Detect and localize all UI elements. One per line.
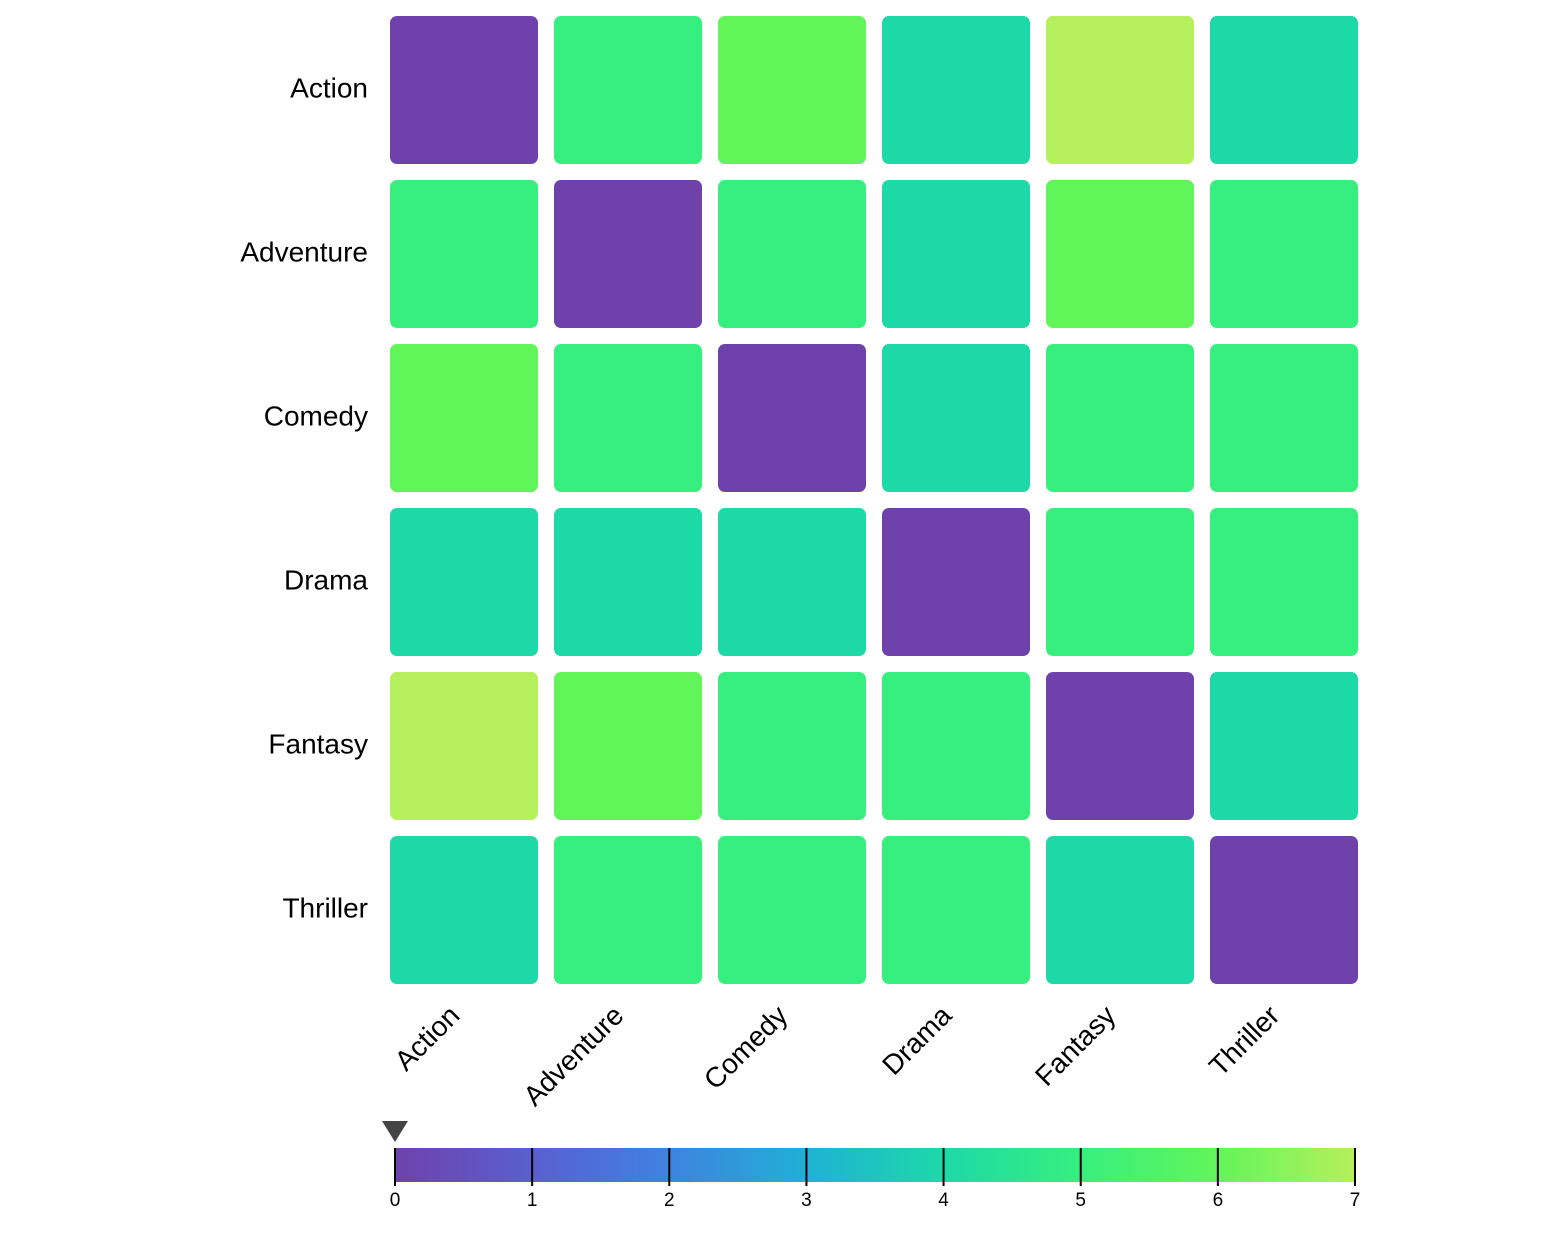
column-labels: Action Adventure Comedy Drama Fantasy Thrille… [389, 999, 1286, 1111]
row-label-comedy: Comedy [264, 400, 368, 431]
heatmap-cell-thriller-adventure [554, 836, 702, 984]
heatmap-cell-action-adventure [554, 16, 702, 164]
heatmap-cells [390, 16, 1358, 984]
heatmap-cell-action-drama [882, 16, 1030, 164]
heatmap-cell-fantasy-comedy [718, 672, 866, 820]
colorbar-tick-label-0: 0 [390, 1190, 401, 1211]
row-label-fantasy: Fantasy [268, 728, 368, 759]
heatmap-cell-drama-adventure [554, 508, 702, 656]
row-label-action: Action [290, 72, 368, 103]
colorbar-tick-label-3: 3 [801, 1190, 812, 1211]
colorbar-tick-label-4: 4 [938, 1190, 949, 1211]
heatmap-cell-thriller-drama [882, 836, 1030, 984]
heatmap-cell-drama-action [390, 508, 538, 656]
heatmap-cell-fantasy-fantasy [1046, 672, 1194, 820]
row-label-thriller: Thriller [282, 892, 368, 923]
heatmap-cell-action-thriller [1210, 16, 1358, 164]
column-label-thriller: Thriller [1203, 1000, 1285, 1082]
column-label-adventure: Adventure [517, 1000, 629, 1112]
heatmap-cell-comedy-comedy [718, 344, 866, 492]
heatmap-cell-comedy-thriller [1210, 344, 1358, 492]
heatmap-cell-drama-drama [882, 508, 1030, 656]
heatmap-cell-action-comedy [718, 16, 866, 164]
heatmap-cell-fantasy-action [390, 672, 538, 820]
heatmap-cell-thriller-action [390, 836, 538, 984]
heatmap-cell-adventure-drama [882, 180, 1030, 328]
heatmap-cell-adventure-adventure [554, 180, 702, 328]
heatmap-cell-comedy-action [390, 344, 538, 492]
heatmap-cell-thriller-thriller [1210, 836, 1358, 984]
colorbar-gradient [395, 1148, 1355, 1182]
row-labels: Action Adventure Comedy Drama Fantasy Thrille… [240, 72, 368, 923]
heatmap-cell-thriller-fantasy [1046, 836, 1194, 984]
colorbar: 0 1 2 3 4 5 6 7 [382, 1121, 1360, 1211]
colorbar-tick-label-5: 5 [1075, 1190, 1086, 1211]
heatmap-cell-drama-comedy [718, 508, 866, 656]
heatmap-cell-thriller-comedy [718, 836, 866, 984]
heatmap-cell-fantasy-thriller [1210, 672, 1358, 820]
heatmap-cell-drama-thriller [1210, 508, 1358, 656]
colorbar-tick-label-1: 1 [527, 1190, 538, 1211]
column-label-fantasy: Fantasy [1029, 1000, 1121, 1092]
heatmap-cell-action-fantasy [1046, 16, 1194, 164]
row-label-adventure: Adventure [240, 236, 368, 267]
heatmap-cell-adventure-fantasy [1046, 180, 1194, 328]
heatmap-cell-drama-fantasy [1046, 508, 1194, 656]
column-label-comedy: Comedy [698, 1000, 794, 1096]
heatmap-cell-comedy-drama [882, 344, 1030, 492]
column-label-action: Action [389, 1000, 466, 1077]
colorbar-tick-label-7: 7 [1350, 1190, 1361, 1211]
row-label-drama: Drama [284, 564, 368, 595]
heatmap-cell-action-action [390, 16, 538, 164]
heatmap-cell-adventure-comedy [718, 180, 866, 328]
heatmap-cell-fantasy-drama [882, 672, 1030, 820]
colorbar-marker-icon [382, 1121, 408, 1142]
column-label-drama: Drama [876, 999, 958, 1081]
heatmap-cell-comedy-adventure [554, 344, 702, 492]
heatmap-cell-adventure-thriller [1210, 180, 1358, 328]
heatmap-cell-adventure-action [390, 180, 538, 328]
heatmap-cell-fantasy-adventure [554, 672, 702, 820]
colorbar-tick-label-2: 2 [664, 1190, 675, 1211]
heatmap-cell-comedy-fantasy [1046, 344, 1194, 492]
colorbar-tick-label-6: 6 [1213, 1190, 1224, 1211]
